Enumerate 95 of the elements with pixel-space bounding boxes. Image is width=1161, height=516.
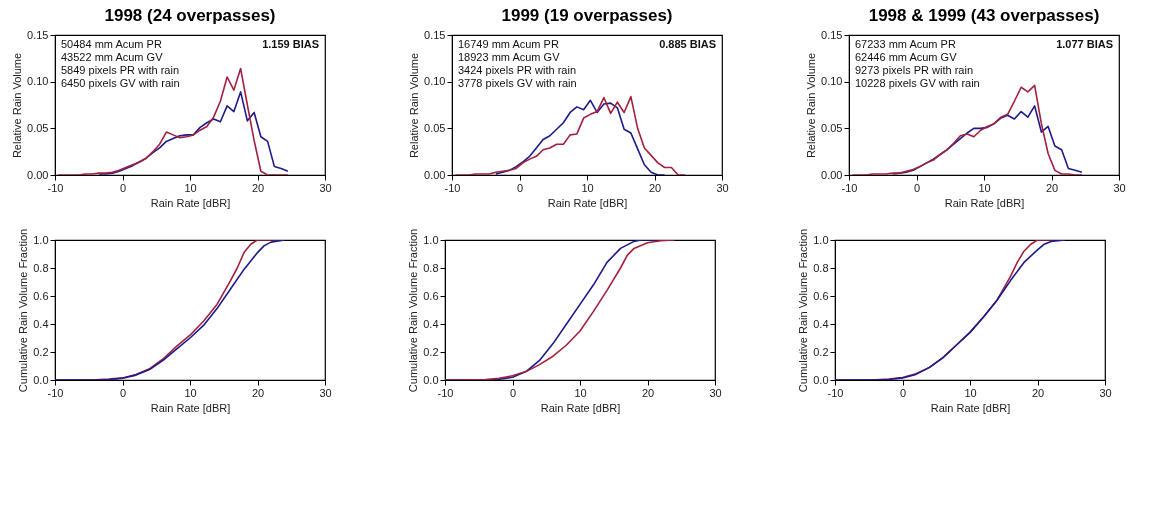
x-tick-label: -10 (827, 386, 844, 399)
x-tick-label: 30 (319, 181, 332, 194)
chart-title: 1998 & 1999 (43 overpasses) (868, 6, 1100, 25)
x-axis-title: Rain Rate [dBR] (930, 401, 1011, 414)
x-tick-label: 0 (119, 386, 127, 399)
y-tick-label: 1.0 (423, 233, 439, 246)
y-tick-label: 0.4 (813, 317, 829, 330)
annotation: 6450 pixels GV with rain (61, 77, 180, 89)
y-tick-label: 0.05 (821, 121, 843, 134)
y-tick-label: 0.10 (27, 75, 49, 88)
x-tick-label: 20 (648, 181, 662, 194)
y-tick-label: 0.6 (33, 289, 49, 302)
annotation: 50484 mm Acum PR (61, 38, 162, 50)
y-tick-label: 0.6 (813, 289, 829, 302)
x-tick-label: 30 (319, 386, 332, 399)
x-tick-label: 0 (899, 386, 907, 399)
y-tick-label: 0.15 (27, 28, 49, 41)
line-series (57, 67, 289, 175)
x-tick-label: -10 (47, 181, 64, 194)
x-axis-title: Rain Rate [dBR] (540, 401, 621, 414)
annotation: 3424 pixels PR with rain (458, 64, 577, 76)
y-axis-title: Cumulative Rain Volume Fraction (407, 228, 420, 393)
annotation: 5849 pixels PR with rain (61, 64, 180, 76)
x-tick-label: 30 (716, 181, 729, 194)
annotation: 18923 mm Acum GV (458, 51, 561, 63)
annotation: 9273 pixels PR with rain (855, 64, 974, 76)
x-tick-label: 0 (119, 181, 127, 194)
line-series (98, 91, 289, 175)
annotation: 62446 mm Acum GV (855, 51, 958, 63)
annotation: 1.077 BIAS (1056, 38, 1113, 50)
y-tick-label: 0.10 (821, 75, 843, 88)
line-series (892, 105, 1083, 175)
y-tick-label: 0.8 (33, 261, 49, 274)
y-tick-label: 0.2 (813, 345, 829, 358)
y-axis-title: Cumulative Rain Volume Fraction (17, 228, 30, 393)
y-tick-label: 0.8 (423, 261, 439, 274)
y-tick-label: 0.00 (821, 168, 843, 181)
y-tick-label: 0.4 (33, 317, 49, 330)
y-axis-title: Cumulative Rain Volume Fraction (797, 228, 810, 393)
line-series (495, 99, 666, 175)
x-tick-label: -10 (841, 181, 858, 194)
x-axis-title: Rain Rate [dBR] (150, 401, 231, 414)
x-tick-label: 20 (1045, 181, 1059, 194)
x-tick-label: 0 (509, 386, 517, 399)
x-tick-label: 10 (964, 386, 977, 399)
y-tick-label: 0.0 (33, 373, 49, 386)
x-tick-label: 10 (581, 181, 594, 194)
y-axis-title: Relative Rain Volume (805, 52, 818, 159)
chart-title: 1999 (19 overpasses) (501, 6, 673, 25)
annotation: 1.159 BIAS (262, 38, 319, 50)
y-tick-label: 0.05 (27, 121, 49, 134)
y-axis-title: Relative Rain Volume (11, 52, 24, 159)
annotation: 0.885 BIAS (659, 38, 716, 50)
x-tick-label: 0 (913, 181, 921, 194)
x-tick-label: -10 (437, 386, 454, 399)
x-tick-label: 30 (709, 386, 722, 399)
y-tick-label: 0.0 (813, 373, 829, 386)
x-tick-label: 10 (184, 386, 197, 399)
x-tick-label: 20 (251, 386, 265, 399)
x-tick-label: 0 (516, 181, 524, 194)
annotation: 16749 mm Acum PR (458, 38, 559, 50)
x-tick-label: 10 (574, 386, 587, 399)
y-tick-label: 0.05 (424, 121, 446, 134)
y-tick-label: 0.8 (813, 261, 829, 274)
y-tick-label: 0.15 (424, 28, 446, 41)
x-tick-label: 20 (251, 181, 265, 194)
x-axis-title: Rain Rate [dBR] (547, 196, 628, 209)
annotation: 10228 pixels GV with rain (855, 77, 980, 89)
x-tick-label: 10 (978, 181, 991, 194)
y-tick-label: 1.0 (813, 233, 829, 246)
chart-title: 1998 (24 overpasses) (104, 6, 276, 25)
y-tick-label: 0.2 (33, 345, 49, 358)
annotation: 3778 pixels GV with rain (458, 77, 577, 89)
y-tick-label: 0.00 (424, 168, 446, 181)
y-tick-label: 0.10 (424, 75, 446, 88)
y-tick-label: 0.0 (423, 373, 439, 386)
y-tick-label: 0.4 (423, 317, 439, 330)
x-tick-label: -10 (444, 181, 461, 194)
x-tick-label: -10 (47, 386, 64, 399)
x-axis-title: Rain Rate [dBR] (150, 196, 231, 209)
x-tick-label: 20 (1031, 386, 1045, 399)
y-axis-title: Relative Rain Volume (408, 52, 421, 159)
y-tick-label: 0.00 (27, 168, 49, 181)
y-tick-label: 1.0 (33, 233, 49, 246)
y-tick-label: 0.2 (423, 345, 439, 358)
annotation: 43522 mm Acum GV (61, 51, 164, 63)
line-series (454, 95, 686, 175)
x-axis-title: Rain Rate [dBR] (944, 196, 1025, 209)
x-tick-label: 20 (641, 386, 655, 399)
y-tick-label: 0.6 (423, 289, 439, 302)
x-tick-label: 10 (184, 181, 197, 194)
x-tick-label: 30 (1113, 181, 1126, 194)
annotation: 67233 mm Acum PR (855, 38, 956, 50)
x-tick-label: 30 (1099, 386, 1112, 399)
y-tick-label: 0.15 (821, 28, 843, 41)
